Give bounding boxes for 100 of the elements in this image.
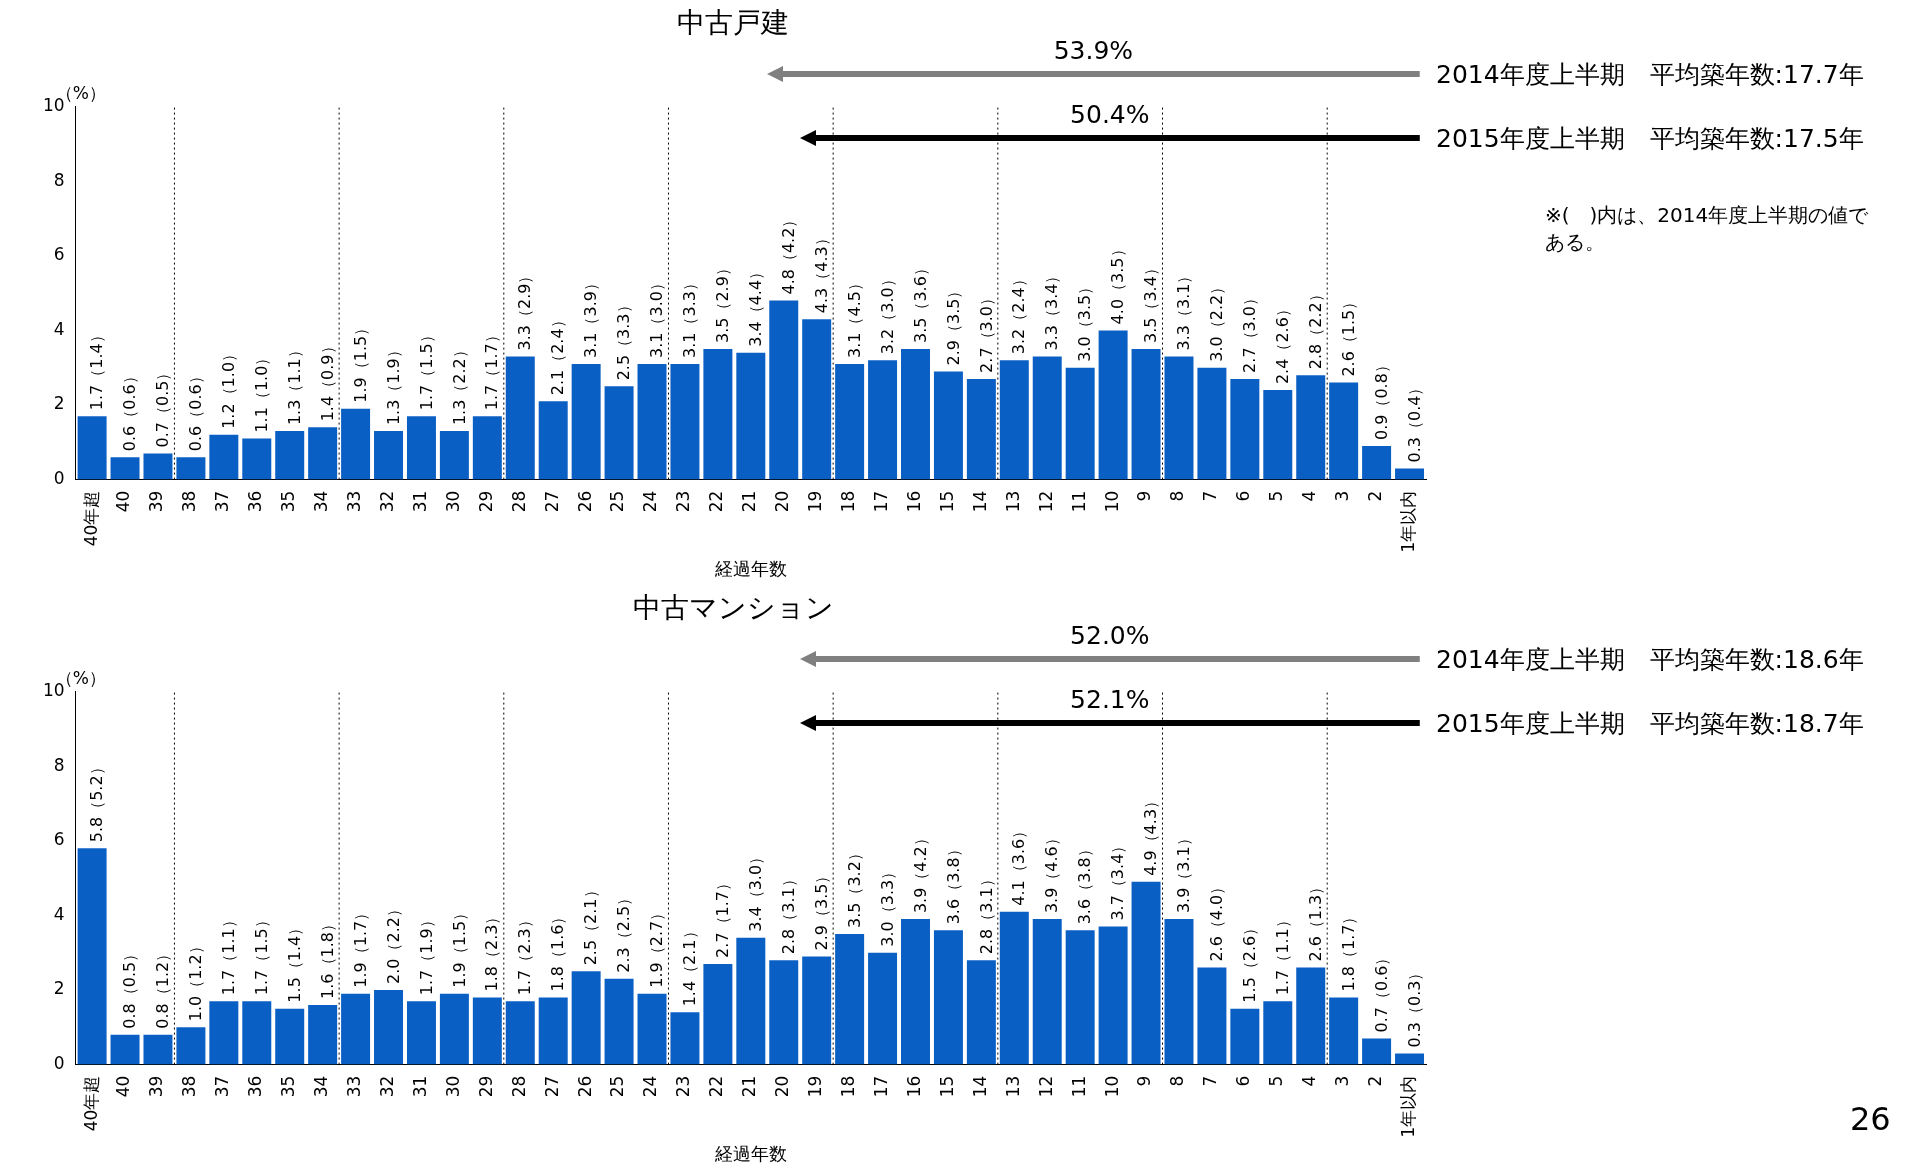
bar	[1197, 967, 1227, 1065]
data-label: 1.3（2.2）	[449, 342, 469, 426]
bar	[308, 427, 338, 480]
data-label: 3.3（3.1）	[1174, 267, 1194, 351]
bar	[1362, 1038, 1392, 1065]
data-label: 2.8（3.1）	[778, 871, 798, 955]
data-label: 2.1（2.4）	[548, 312, 568, 396]
x-tick-label: 34	[311, 1075, 332, 1098]
x-tick-label: 15	[936, 490, 957, 513]
bar	[736, 352, 766, 480]
data-label: 2.6（4.0）	[1207, 878, 1227, 962]
bar	[1362, 446, 1392, 480]
bar	[835, 934, 865, 1065]
data-label: 3.0（3.5）	[1075, 278, 1095, 362]
bar	[341, 993, 371, 1065]
bar	[242, 438, 272, 480]
data-label: 1.4（0.9）	[317, 338, 337, 422]
x-tick-label: 19	[805, 490, 826, 513]
x-tick-label: 13	[1002, 490, 1023, 513]
x-tick-label: 10	[1101, 490, 1122, 513]
data-label: 1.8（1.6）	[548, 908, 568, 992]
x-tick-label: 38	[179, 1075, 200, 1098]
y-tick-label: 6	[53, 829, 65, 850]
text: 52.0%	[1070, 620, 1150, 650]
data-label: 3.6（3.8）	[1075, 841, 1095, 925]
data-label: 1.3（1.9）	[383, 342, 403, 426]
data-label: 1.8（2.3）	[482, 908, 502, 992]
data-label: 2.6（1.3）	[1305, 878, 1325, 962]
bar	[999, 360, 1029, 480]
x-tick-label: 11	[1068, 490, 1089, 513]
y-tick-label: 6	[53, 244, 65, 265]
bar	[341, 408, 371, 480]
bar	[176, 1027, 206, 1065]
x-tick-label: 4	[1299, 1075, 1320, 1087]
data-label: 1.5（2.6）	[1240, 919, 1260, 1003]
data-label: 3.1（3.9）	[581, 275, 601, 358]
x-tick-label: 9	[1134, 1075, 1155, 1087]
data-label: 0.9（0.8）	[1371, 357, 1391, 441]
data-label: 1.5（1.4）	[284, 919, 304, 1003]
bar	[538, 401, 568, 480]
x-tick-label: 12	[1035, 1075, 1056, 1098]
data-label: 2.3（2.5）	[614, 889, 634, 973]
bar	[1296, 375, 1326, 480]
x-tick-label: 7	[1200, 490, 1221, 502]
chart-title: 中古戸建	[677, 6, 789, 40]
data-label: 4.1（3.6）	[1009, 822, 1029, 906]
data-label: 4.9（4.3）	[1141, 792, 1161, 876]
text: 2015年度上半期 平均築年数:18.7年	[1436, 707, 1864, 740]
y-tick-label: 2	[53, 978, 65, 999]
data-label: 3.2（3.0）	[877, 271, 897, 355]
data-label: 1.3（1.1）	[284, 342, 304, 426]
bar	[1131, 881, 1161, 1065]
data-label: 3.0（2.2）	[1207, 278, 1227, 362]
y-tick-label: 4	[53, 318, 65, 339]
data-label: 2.9（3.5）	[943, 282, 963, 366]
data-label: 1.9（2.7）	[647, 904, 667, 988]
data-label: 2.8（3.1）	[976, 871, 996, 955]
data-label: 5.8（5.2）	[87, 759, 107, 843]
bar	[1296, 967, 1326, 1065]
chart-title: 中古マンション	[632, 591, 834, 625]
x-tick-label: 20	[772, 490, 793, 513]
bar	[933, 371, 963, 480]
bar	[275, 431, 305, 480]
text: 2014年度上半期 平均築年数:18.6年	[1436, 643, 1864, 676]
x-tick-label: 5	[1266, 1075, 1287, 1087]
data-label: 4.8（4.2）	[778, 211, 798, 295]
data-label: 0.8（1.2）	[153, 945, 173, 1029]
data-label: 3.5（3.2）	[844, 845, 864, 929]
data-label: 1.9（1.5）	[350, 319, 370, 403]
x-tick-label: 1年以内	[1397, 490, 1418, 553]
bar	[802, 956, 832, 1065]
text: ※( )内は、2014年度上半期の値である。	[1545, 201, 1870, 256]
x-tick-label: 34	[311, 490, 332, 513]
bar	[374, 989, 404, 1065]
bar	[769, 300, 799, 480]
bar	[670, 1012, 700, 1065]
bar	[1098, 330, 1128, 480]
y-tick-label: 2	[53, 393, 65, 414]
annotation: 52.1%	[1070, 684, 1150, 714]
x-tick-label: 27	[541, 490, 562, 513]
x-tick-label: 40年超	[80, 490, 101, 547]
x-tick-label: 31	[409, 1075, 430, 1098]
data-label: 2.0（2.2）	[383, 901, 403, 984]
bar	[999, 911, 1029, 1065]
x-tick-label: 4	[1299, 490, 1320, 502]
bar	[406, 416, 436, 480]
bar	[736, 937, 766, 1065]
bar	[439, 993, 469, 1065]
bar	[637, 993, 667, 1065]
data-label: 3.5（2.9）	[713, 260, 733, 344]
x-tick-label: 23	[673, 1075, 694, 1098]
y-tick-label: 0	[53, 468, 65, 489]
data-label: 1.7（1.4）	[87, 327, 107, 411]
bar	[670, 363, 700, 480]
bar	[1329, 382, 1359, 480]
x-tick-label: 8	[1167, 1075, 1188, 1087]
bar	[1032, 356, 1062, 480]
data-label: 0.8（0.5）	[120, 945, 140, 1029]
data-label: 3.1（3.3）	[680, 275, 700, 358]
bar	[901, 349, 930, 480]
